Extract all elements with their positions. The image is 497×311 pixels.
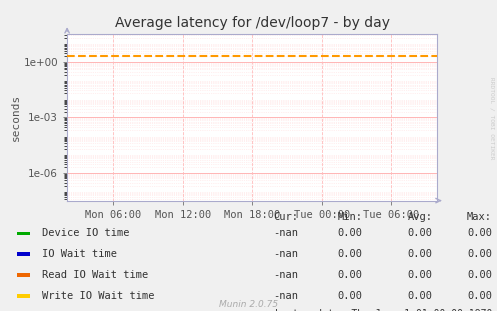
Text: 0.00: 0.00 [467,270,492,280]
Text: Avg:: Avg: [408,212,432,222]
Text: 0.00: 0.00 [338,249,363,259]
Text: 0.00: 0.00 [408,228,432,238]
Text: Munin 2.0.75: Munin 2.0.75 [219,300,278,309]
Text: 0.00: 0.00 [338,291,363,301]
Text: 0.00: 0.00 [467,228,492,238]
Text: Read IO Wait time: Read IO Wait time [42,270,149,280]
FancyBboxPatch shape [17,253,30,256]
Text: 0.00: 0.00 [338,228,363,238]
Text: -nan: -nan [273,249,298,259]
Text: Device IO time: Device IO time [42,228,130,238]
Text: 0.00: 0.00 [467,291,492,301]
Text: Write IO Wait time: Write IO Wait time [42,291,155,301]
Text: Cur:: Cur: [273,212,298,222]
Y-axis label: seconds: seconds [10,94,21,141]
Text: 0.00: 0.00 [338,270,363,280]
Title: Average latency for /dev/loop7 - by day: Average latency for /dev/loop7 - by day [115,16,390,30]
Text: -nan: -nan [273,291,298,301]
Text: IO Wait time: IO Wait time [42,249,117,259]
Text: Max:: Max: [467,212,492,222]
Text: 0.00: 0.00 [408,270,432,280]
Text: 0.00: 0.00 [408,249,432,259]
Text: Last update: Thu Jan  1 01:00:00 1970: Last update: Thu Jan 1 01:00:00 1970 [275,309,492,311]
Text: -nan: -nan [273,228,298,238]
Text: 0.00: 0.00 [408,291,432,301]
FancyBboxPatch shape [17,294,30,298]
Text: Min:: Min: [338,212,363,222]
FancyBboxPatch shape [17,231,30,235]
Text: 0.00: 0.00 [467,249,492,259]
Text: -nan: -nan [273,270,298,280]
FancyBboxPatch shape [17,273,30,277]
Text: RRDTOOL / TOBI OETIKER: RRDTOOL / TOBI OETIKER [490,77,495,160]
